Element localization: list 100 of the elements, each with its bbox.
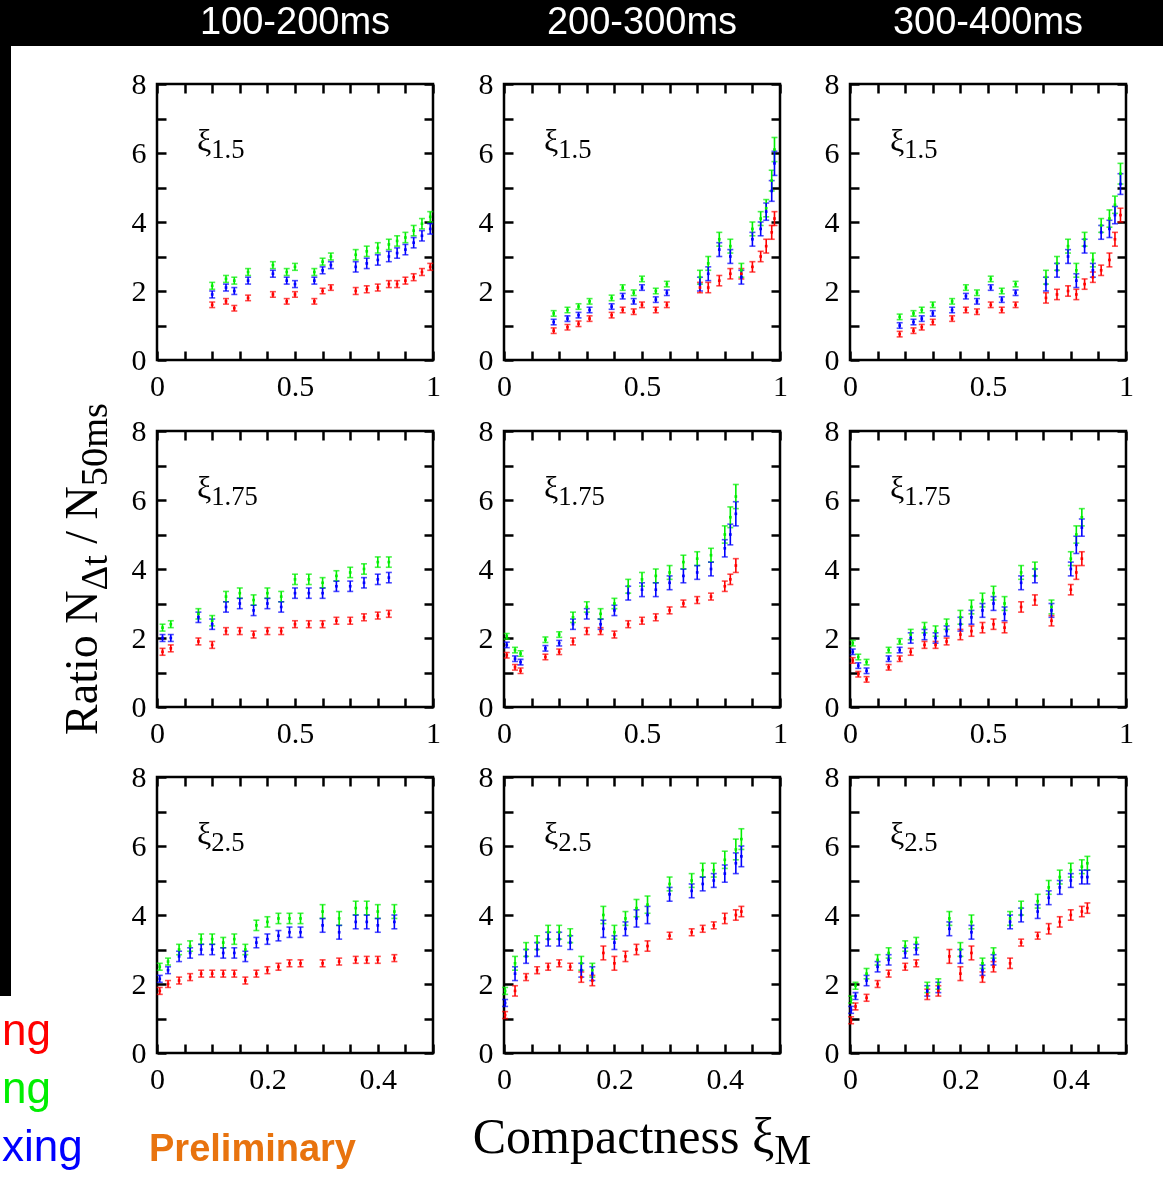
point bbox=[624, 927, 627, 931]
point bbox=[1069, 557, 1073, 560]
y-tick-label: 4 bbox=[478, 897, 494, 931]
point bbox=[376, 910, 380, 913]
y-tick-label: 4 bbox=[824, 897, 840, 931]
x-tick-label: 0.5 bbox=[623, 368, 662, 402]
point bbox=[723, 546, 727, 550]
annotation: ξ$_{2.5}$ bbox=[197, 815, 245, 859]
point bbox=[321, 581, 324, 585]
point bbox=[706, 262, 710, 265]
chart-title: 100-200ms bbox=[198, 0, 392, 44]
point bbox=[376, 924, 380, 927]
point bbox=[1047, 886, 1051, 889]
point bbox=[668, 581, 671, 585]
y-tick-label: 2 bbox=[824, 620, 840, 654]
x-tick-label: 0.2 bbox=[596, 1061, 634, 1095]
point bbox=[706, 286, 710, 289]
point bbox=[288, 930, 291, 934]
point bbox=[723, 858, 727, 862]
x-tick-label: 1 bbox=[773, 715, 788, 749]
x-tick-label: 1 bbox=[426, 715, 441, 749]
point bbox=[348, 571, 352, 574]
y-tick-label: 0 bbox=[131, 1035, 147, 1069]
y-tick-label: 0 bbox=[131, 689, 147, 723]
y-tick-label: 4 bbox=[824, 551, 840, 585]
point bbox=[365, 250, 369, 253]
x-tick-label: 1 bbox=[1119, 368, 1134, 402]
x-tick-label: 0.2 bbox=[249, 1061, 287, 1095]
y-tick-label: 6 bbox=[131, 482, 147, 516]
point bbox=[599, 622, 602, 626]
chart-title: 300-400ms bbox=[891, 0, 1085, 44]
y-tick-label: 8 bbox=[478, 759, 494, 793]
annotation: ξ$_{1.5}$ bbox=[890, 122, 938, 166]
point bbox=[376, 578, 380, 581]
point bbox=[1058, 886, 1062, 889]
point bbox=[365, 262, 369, 265]
y-tick-label: 8 bbox=[824, 759, 840, 793]
y-tick-label: 8 bbox=[824, 413, 840, 447]
y-tick-label: 2 bbox=[131, 273, 147, 307]
point bbox=[613, 930, 616, 934]
point bbox=[279, 595, 283, 598]
annotation: ξ$_{1.5}$ bbox=[544, 122, 592, 166]
y-tick-label: 2 bbox=[478, 273, 494, 307]
point bbox=[238, 602, 242, 605]
point bbox=[1069, 879, 1073, 882]
point bbox=[299, 930, 302, 934]
y-tick-label: 6 bbox=[824, 828, 840, 862]
point bbox=[210, 948, 214, 951]
y-tick-label: 8 bbox=[478, 413, 494, 447]
text: ng bbox=[2, 1005, 51, 1055]
point bbox=[354, 253, 358, 257]
x-tick-label: 0.5 bbox=[969, 715, 1008, 749]
x-tick-label: 0.2 bbox=[942, 1061, 980, 1095]
y-tick-label: 8 bbox=[131, 759, 147, 793]
y-tick-label: 0 bbox=[478, 1035, 494, 1069]
x-tick-label: 0.5 bbox=[623, 715, 662, 749]
point bbox=[992, 622, 995, 626]
y-tick-label: 4 bbox=[824, 204, 840, 238]
y-tick-label: 2 bbox=[131, 620, 147, 654]
point bbox=[948, 927, 951, 931]
point bbox=[717, 279, 721, 282]
y-tick-label: 0 bbox=[824, 1035, 840, 1069]
x-tick-label: 1 bbox=[426, 368, 441, 402]
x-tick-label: 1 bbox=[1119, 715, 1134, 749]
point bbox=[729, 515, 732, 519]
point bbox=[1050, 619, 1053, 623]
point bbox=[770, 231, 774, 234]
point bbox=[717, 248, 721, 251]
y-tick-label: 0 bbox=[478, 342, 494, 376]
point bbox=[695, 557, 699, 560]
point bbox=[1047, 927, 1051, 931]
point bbox=[723, 872, 727, 875]
point bbox=[723, 584, 727, 588]
annotation: ξ$_{2.5}$ bbox=[544, 815, 592, 859]
point bbox=[712, 879, 716, 882]
y-tick-label: 0 bbox=[131, 342, 147, 376]
annotation: ξ$_{2.5}$ bbox=[890, 815, 938, 859]
point bbox=[723, 917, 727, 920]
y-tick-label: 6 bbox=[131, 828, 147, 862]
annotation: ξ$_{1.75}$ bbox=[197, 469, 258, 513]
x-tick-label: 0.4 bbox=[359, 1061, 398, 1095]
point bbox=[970, 930, 973, 934]
point bbox=[1086, 861, 1089, 865]
y-tick-label: 4 bbox=[478, 204, 494, 238]
y-tick-label: 6 bbox=[131, 135, 147, 169]
y-tick-label: 2 bbox=[824, 966, 840, 1000]
y-tick-label: 8 bbox=[824, 66, 840, 100]
y-tick-label: 4 bbox=[131, 897, 147, 931]
text: Preliminary bbox=[149, 1127, 356, 1170]
point bbox=[654, 588, 658, 592]
x-axis-title: Compactness ξ$_{M}$ bbox=[471, 1107, 813, 1174]
y-tick-label: 8 bbox=[131, 66, 147, 100]
y-tick-label: 4 bbox=[478, 551, 494, 585]
y-tick-label: 8 bbox=[131, 413, 147, 447]
y-tick-label: 6 bbox=[824, 135, 840, 169]
point bbox=[221, 941, 225, 944]
x-tick-label: 0.4 bbox=[706, 1061, 745, 1095]
x-tick-label: 1 bbox=[773, 368, 788, 402]
point bbox=[723, 533, 727, 536]
point bbox=[307, 578, 311, 581]
